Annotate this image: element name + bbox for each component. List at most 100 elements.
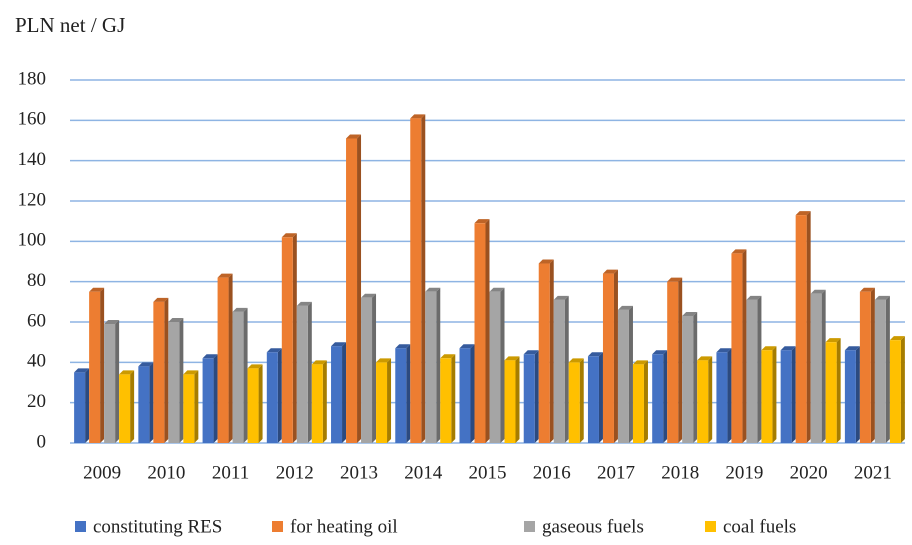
x-tick-label: 2011 (212, 462, 249, 483)
bar-top (825, 338, 841, 343)
bar (761, 350, 773, 443)
bar (682, 315, 694, 443)
bar-side (342, 342, 347, 443)
x-tick-label: 2010 (147, 462, 185, 483)
bar (568, 362, 580, 443)
y-tick-label: 60 (27, 310, 46, 331)
bar-side (277, 348, 282, 443)
bar-top (859, 287, 875, 292)
bar-side (708, 356, 713, 443)
bar-top (361, 293, 377, 298)
bar-side (292, 233, 297, 443)
bar (311, 364, 323, 443)
bar-top (440, 354, 456, 359)
x-tick-label: 2020 (790, 462, 828, 483)
bar (346, 138, 358, 443)
bar-side (470, 344, 475, 443)
bar-top (395, 344, 411, 349)
bar-side (806, 211, 811, 443)
bar (168, 322, 180, 443)
legend-label: constituting RES (93, 516, 222, 537)
bar-side (727, 348, 732, 443)
bar (459, 348, 471, 443)
bar (489, 291, 501, 443)
bar (395, 348, 407, 443)
bar-side (357, 134, 362, 443)
bar (202, 358, 214, 443)
bar (217, 277, 229, 443)
bar-side (742, 249, 747, 443)
bar-top (331, 342, 347, 347)
y-tick-label: 0 (37, 431, 47, 452)
bar (859, 291, 871, 443)
bar-side (900, 336, 905, 443)
x-tick-label: 2009 (83, 462, 121, 483)
bar-side (643, 360, 648, 443)
bar-top (889, 336, 905, 341)
bar-top (89, 287, 105, 292)
bar (474, 223, 486, 443)
bar-side (772, 346, 777, 443)
bar-side (243, 307, 248, 443)
chart-title: PLN net / GJ (15, 13, 125, 37)
bar-top (523, 350, 539, 355)
x-tick-label: 2014 (404, 462, 443, 483)
bar (746, 299, 758, 443)
bar-side (100, 287, 105, 443)
legend-swatch (272, 521, 283, 532)
bar (247, 368, 259, 443)
bar-side (451, 354, 456, 443)
bar-side (628, 305, 633, 443)
bar-top (74, 368, 90, 373)
bar-side (549, 259, 554, 443)
bar (74, 372, 86, 443)
bar (553, 299, 565, 443)
bar (440, 358, 452, 443)
bar-top (667, 277, 683, 282)
bar-top (761, 346, 777, 351)
bar (667, 281, 679, 443)
bar (844, 350, 856, 443)
bar-top (682, 311, 698, 316)
bar-top (247, 364, 263, 369)
bar-side (421, 114, 426, 444)
y-tick-label: 20 (27, 391, 46, 412)
y-tick-label: 80 (27, 270, 46, 291)
bar-side (149, 362, 154, 443)
bar-side (678, 277, 683, 443)
bar-side (485, 219, 490, 443)
bar (652, 354, 664, 443)
bar (617, 309, 629, 443)
bar-top (538, 259, 554, 264)
bar-side (213, 354, 218, 443)
bar-side (757, 295, 762, 443)
bar-side (179, 318, 184, 443)
bar (119, 374, 131, 443)
bar-top (874, 295, 890, 300)
bar-top (780, 346, 796, 351)
bar-top (232, 307, 248, 312)
bar-side (885, 295, 890, 443)
bar (810, 293, 822, 443)
x-tick-label: 2019 (725, 462, 763, 483)
bar-top (746, 295, 762, 300)
bar-top (652, 350, 668, 355)
bar-top (346, 134, 362, 139)
bar-top (632, 360, 648, 365)
legend-label: coal fuels (723, 516, 796, 537)
bar-top (138, 362, 154, 367)
bar (232, 311, 244, 443)
y-tick-label: 180 (18, 68, 47, 89)
x-tick-label: 2018 (661, 462, 699, 483)
bar (153, 301, 165, 443)
bar (731, 253, 743, 443)
bar-side (791, 346, 796, 443)
bar-top (795, 211, 811, 216)
bar-top (296, 301, 312, 306)
bar-side (228, 273, 233, 443)
bar-top (119, 370, 135, 375)
bar (89, 291, 101, 443)
bar-side (613, 269, 618, 443)
bar-side (821, 289, 826, 443)
